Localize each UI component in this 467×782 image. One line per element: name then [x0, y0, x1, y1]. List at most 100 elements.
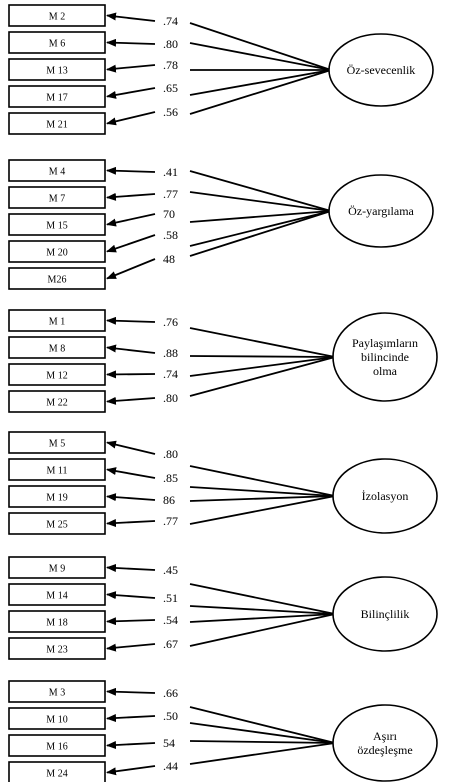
indicator-label: M 19	[46, 493, 67, 504]
latent-factor: Bilinçlilik	[332, 576, 438, 652]
loading-label-bg	[161, 710, 187, 723]
loading-value-group: .50	[161, 709, 187, 723]
indicator-label: M 14	[46, 591, 67, 602]
factor-path	[189, 495, 336, 525]
factor-group: M 4 M 7 M 15 M 20 M26 .41 .77 70 .58 48 Öz-yargıla…	[8, 159, 434, 290]
factor-path	[189, 742, 336, 765]
loading-value-group: 54	[161, 736, 187, 750]
factor-path	[189, 210, 332, 223]
loading-label-bg	[161, 687, 187, 700]
factor-path	[189, 170, 332, 212]
loading-value: .58	[163, 228, 178, 242]
loading-label-bg	[161, 106, 187, 119]
indicator-box: M 20	[8, 240, 106, 263]
latent-factor: Öz-yargılama	[328, 174, 434, 248]
indicator-label: M 1	[49, 317, 65, 328]
indicator-box-frame	[8, 112, 106, 135]
indicator-box-frame	[8, 4, 106, 27]
factor-path	[189, 465, 336, 497]
latent-factor-label: Öz-sevecenlik	[347, 63, 416, 77]
factor-path	[189, 740, 336, 744]
loading-value-group: .74	[161, 367, 187, 381]
indicator-box: M 11	[8, 458, 106, 481]
loading-label-bg	[161, 494, 187, 507]
loading-value: 54	[163, 736, 175, 750]
latent-factor: Öz-sevecenlik	[328, 33, 434, 107]
loading-label-bg	[161, 368, 187, 381]
indicator-box: M 5	[8, 431, 106, 454]
loading-arrow	[106, 741, 156, 750]
loading-label-bg	[161, 614, 187, 627]
indicator-label: M 18	[46, 618, 67, 629]
loading-value: .41	[163, 165, 178, 179]
factor-path	[189, 613, 336, 623]
factor-path	[189, 613, 336, 647]
indicator-box: M 9	[8, 556, 106, 579]
loading-value: .77	[163, 514, 178, 528]
loading-value: .50	[163, 709, 178, 723]
factor-path	[189, 706, 336, 744]
indicator-label: M 24	[46, 769, 67, 780]
indicator-box-frame	[8, 58, 106, 81]
loading-arrow	[106, 192, 156, 201]
loading-label-bg	[161, 316, 187, 329]
indicator-label: M 23	[46, 645, 67, 656]
loading-label-bg	[161, 448, 187, 461]
latent-factor-label: özdeşleşme	[357, 743, 412, 757]
loading-value-group: .56	[161, 105, 187, 119]
indicator-box-frame	[8, 431, 106, 454]
loading-value-group: .77	[161, 514, 187, 528]
loading-arrow	[106, 714, 156, 723]
loading-value: .67	[163, 637, 178, 651]
loading-arrow	[106, 344, 156, 354]
indicator-label: M 9	[49, 564, 65, 575]
factor-group: M 3 M 10 M 16 M 24 .66 .50 54 .44 Aşırıözdeşleşm…	[8, 680, 438, 782]
loading-value: 48	[163, 252, 175, 266]
factor-path	[189, 495, 336, 502]
loading-label-bg	[161, 229, 187, 242]
loading-value: .56	[163, 105, 178, 119]
indicator-box-frame	[8, 680, 106, 703]
indicator-box-frame	[8, 159, 106, 182]
loading-value-group: 86	[161, 493, 187, 507]
loading-label-bg	[161, 760, 187, 773]
loading-label-bg	[161, 188, 187, 201]
latent-factor-label: bilincinde	[361, 350, 409, 364]
indicator-box-frame	[8, 707, 106, 730]
factor-path	[189, 355, 336, 358]
indicator-box-frame	[8, 734, 106, 757]
loading-value-group: .51	[161, 591, 187, 605]
indicator-label: M 10	[46, 715, 67, 726]
indicator-box: M 18	[8, 610, 106, 633]
factor-path	[189, 210, 332, 257]
indicator-box-frame	[8, 610, 106, 633]
loading-value-group: .78	[161, 58, 187, 72]
indicator-label: M 2	[49, 12, 65, 23]
indicator-box: M 24	[8, 761, 106, 782]
loading-value-group: .85	[161, 471, 187, 485]
indicator-box: M 14	[8, 583, 106, 606]
factor-path	[189, 583, 336, 615]
loading-label-bg	[161, 208, 187, 221]
latent-factor-label: Bilinçlilik	[361, 607, 410, 621]
indicator-box: M 3	[8, 680, 106, 703]
latent-factor-ellipse	[332, 312, 438, 402]
indicator-label: M 15	[46, 221, 67, 232]
loading-value-group: 48	[161, 252, 187, 266]
factor-path	[189, 327, 336, 358]
loading-value: .76	[163, 315, 178, 329]
indicator-box-frame	[8, 336, 106, 359]
loading-value: .88	[163, 346, 178, 360]
indicator-label: M 4	[49, 167, 65, 178]
indicator-box-frame	[8, 512, 106, 535]
loading-value: .44	[163, 759, 178, 773]
loading-label-bg	[161, 638, 187, 651]
latent-factor-ellipse	[332, 576, 438, 652]
loading-arrow	[106, 64, 156, 73]
loading-value: .51	[163, 591, 178, 605]
loading-label-bg	[161, 59, 187, 72]
